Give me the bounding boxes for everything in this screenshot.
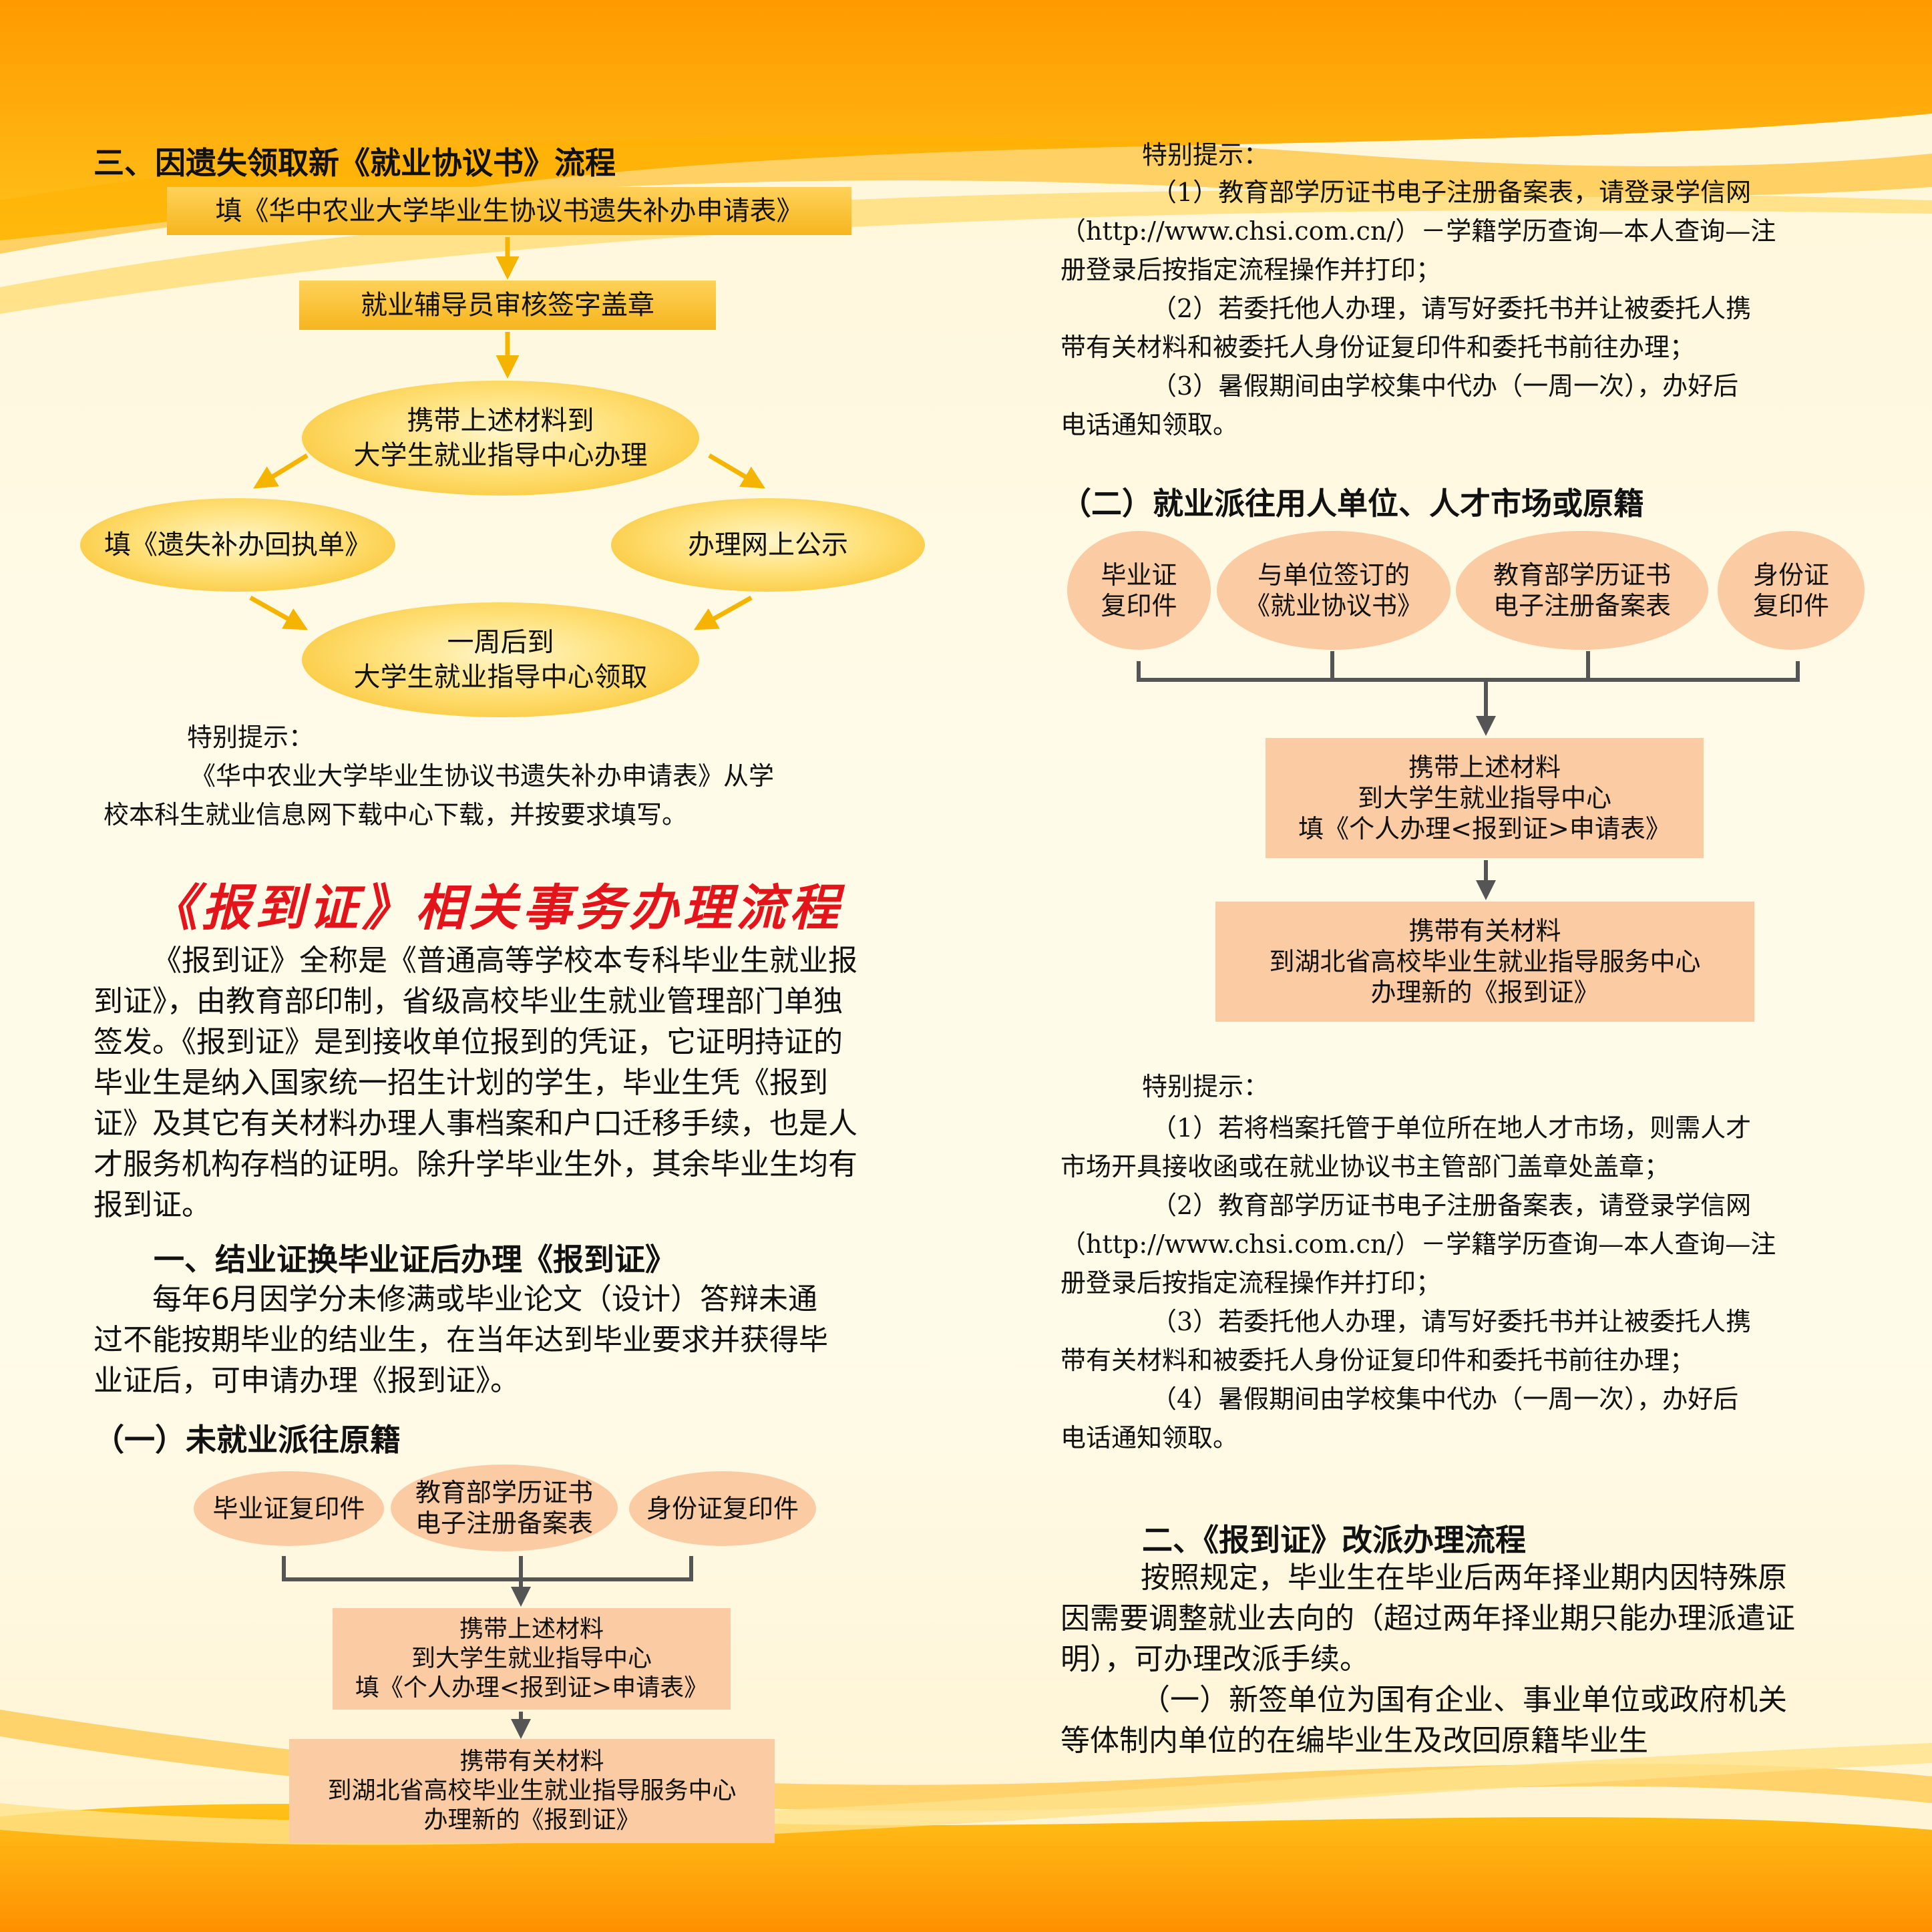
intro-paragraph: 《报到证》全称是《普通高等学校本专科毕业生就业报 到证》，由教育部印制，省级高校…: [93, 944, 857, 1222]
left-box-submit: 携带上述材料 到大学生就业指导中心 填《个人办理<报到证>申请表》: [333, 1608, 731, 1710]
flow-step-review: 就业辅导员审核签字盖章: [299, 280, 716, 330]
doc-id-copy-right: 身份证 复印件: [1718, 531, 1865, 650]
flow-step-collect: 一周后到 大学生就业指导中心领取: [302, 602, 699, 717]
tip1-title: 特别提示：: [1142, 140, 1270, 170]
main-title: 《报到证》相关事务办理流程: [148, 880, 843, 937]
doc-education-record-right: 教育部学历证书 电子注册备案表: [1456, 531, 1708, 650]
left-box-new-certificate: 携带有关材料 到湖北省高校毕业生就业指导服务中心 办理新的《报到证》: [289, 1739, 775, 1843]
tip-title-left: 特别提示：: [187, 723, 315, 752]
flow-branch-receipt: 填《遗失补办回执单》: [80, 498, 395, 592]
sub1-title: 一、结业证换毕业证后办理《报到证》: [154, 1241, 676, 1278]
flow-step-submit: 携带上述材料到 大学生就业指导中心办理: [302, 381, 699, 496]
doc-employment-agreement: 与单位签订的 《就业协议书》: [1217, 531, 1451, 650]
doc-education-record: 教育部学历证书 电子注册备案表: [391, 1465, 618, 1551]
sub2-title: （二）就业派往用人单位、人才市场或原籍: [1060, 486, 1644, 522]
sec2-title: 二、《报到证》改派办理流程: [1142, 1522, 1526, 1558]
tip1-body: （1）教育部学历证书电子注册备案表，请登录学信网 （http://www.chs…: [1060, 178, 1776, 439]
sub1-paragraph: 每年6月因学分未修满或毕业论文（设计）答辩未通 过不能按期毕业的结业生，在当年达…: [93, 1282, 828, 1398]
tip-body-left: 《华中农业大学毕业生协议书遗失补办申请表》从学 校本科生就业信息网下载中心下载，…: [104, 761, 775, 829]
doc-id-copy: 身份证复印件: [629, 1471, 816, 1546]
sub1a-title: （一）未就业派往原籍: [93, 1422, 401, 1458]
doc-graduation-copy-right: 毕业证 复印件: [1067, 531, 1211, 650]
sec2-paragraph: 按照规定，毕业生在毕业后两年择业期内因特殊原 因需要调整就业去向的（超过两年择业…: [1060, 1561, 1795, 1758]
right-box-submit: 携带上述材料 到大学生就业指导中心 填《个人办理<报到证>申请表》: [1266, 738, 1704, 858]
right-box-new-certificate: 携带有关材料 到湖北省高校毕业生就业指导服务中心 办理新的《报到证》: [1215, 902, 1754, 1022]
flow-branch-publicity: 办理网上公示: [611, 498, 925, 592]
doc-graduation-copy: 毕业证复印件: [194, 1471, 384, 1546]
flow-arrows-top: [249, 237, 766, 630]
tip2-body: （1）若将档案托管于单位所在地人才市场，则需人才 市场开具接收函或在就业协议书主…: [1060, 1113, 1776, 1453]
tip2-title: 特别提示：: [1142, 1072, 1270, 1101]
flow-step-apply-form: 填《华中农业大学毕业生协议书遗失补办申请表》: [167, 187, 851, 235]
section3-title: 三、因遗失领取新《就业协议书》流程: [93, 145, 616, 181]
